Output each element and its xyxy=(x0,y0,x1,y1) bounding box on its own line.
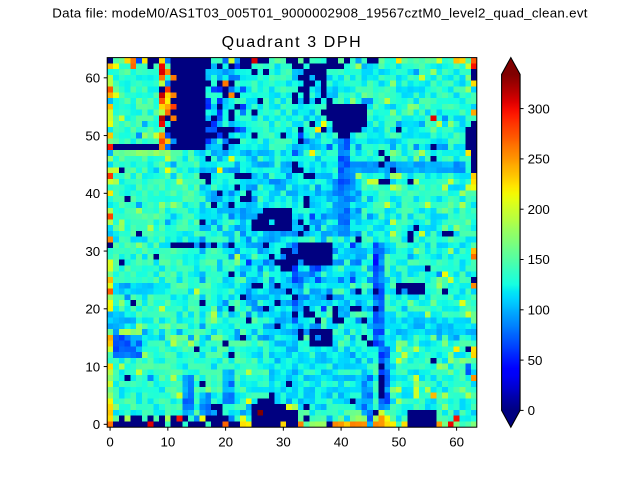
svg-text:Quadrant 3 DPH: Quadrant 3 DPH xyxy=(222,34,363,51)
svg-text:40: 40 xyxy=(85,186,100,201)
svg-text:0: 0 xyxy=(106,435,113,450)
svg-text:100: 100 xyxy=(528,303,550,318)
svg-text:30: 30 xyxy=(276,435,291,450)
svg-text:150: 150 xyxy=(528,252,550,267)
svg-text:50: 50 xyxy=(528,353,543,368)
svg-text:Data file: modeM0/AS1T03_005T0: Data file: modeM0/AS1T03_005T01_90000029… xyxy=(52,6,588,21)
svg-text:300: 300 xyxy=(528,101,550,116)
svg-text:50: 50 xyxy=(391,435,406,450)
svg-text:20: 20 xyxy=(218,435,233,450)
svg-text:250: 250 xyxy=(528,152,550,167)
svg-text:60: 60 xyxy=(449,435,464,450)
svg-text:10: 10 xyxy=(85,359,100,374)
svg-text:50: 50 xyxy=(85,128,100,143)
svg-text:0: 0 xyxy=(93,417,100,432)
svg-text:10: 10 xyxy=(160,435,175,450)
svg-text:30: 30 xyxy=(85,244,100,259)
svg-text:40: 40 xyxy=(334,435,349,450)
svg-text:60: 60 xyxy=(85,71,100,86)
svg-text:200: 200 xyxy=(528,202,550,217)
svg-text:0: 0 xyxy=(528,403,535,418)
svg-text:20: 20 xyxy=(85,302,100,317)
